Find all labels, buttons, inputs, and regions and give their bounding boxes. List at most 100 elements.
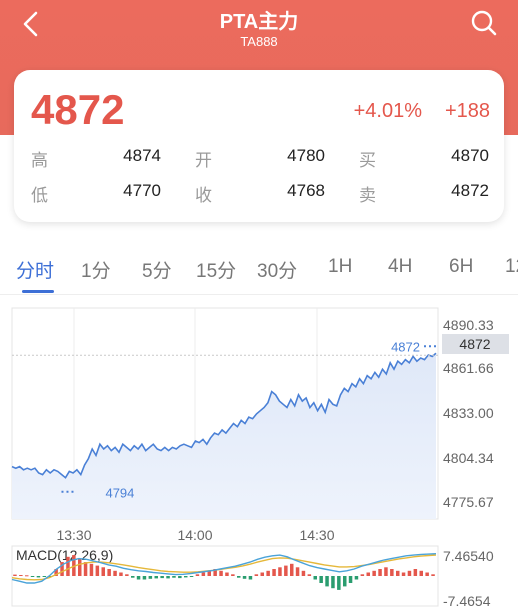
tab-5min[interactable]: 5分 [142,261,172,282]
macd-bar [343,576,347,587]
change-value: +188 [444,100,490,122]
quote-card: 4872 +4.01% +188 高 4874 开 4780 买 4870 低 … [14,70,504,222]
macd-bar [119,572,123,576]
macd-bar [72,555,76,576]
last-price: 4872 [31,86,125,133]
macd-bar [66,556,70,576]
macd-bar [25,575,29,577]
macd-bar [160,576,164,579]
macd-bar [295,567,300,576]
macd-bar [331,576,335,589]
x-tick-label-2: 14:00 [177,527,212,543]
macd-bar [301,570,306,576]
stat-label-close: 收 [195,186,212,205]
y-tick-label-3: 4833.00 [443,405,494,421]
low-marker-label: 4794 [105,486,134,501]
macd-bar [272,569,276,576]
macd-y-tick-top: 7.46540 [443,548,494,564]
price-area [12,353,436,519]
tab-12h[interactable]: 12 [505,256,518,277]
x-tick-label-3: 14:30 [299,527,334,543]
macd-bar [184,576,188,578]
macd-bar [19,575,23,576]
y-tick-label-1: 4890.33 [443,317,494,333]
stat-value-bid: 4870 [451,146,489,165]
macd-bar [30,576,35,577]
macd-bar [83,562,88,576]
macd-label: MACD(12,26,9) [16,547,113,563]
macd-bar [419,570,423,576]
tab-15min[interactable]: 15分 [196,261,237,282]
macd-bar [60,562,64,576]
macd-bar [195,574,200,576]
tab-1h[interactable]: 1H [328,256,353,277]
macd-bar [384,567,388,576]
macd-bar [101,567,105,576]
macd-bar [413,569,418,576]
macd-bar [325,576,329,587]
macd-bar [36,576,41,578]
stat-label-low: 低 [31,186,48,205]
macd-bar [42,576,47,577]
chevron-left-icon[interactable] [18,10,46,38]
y-tick-label-5: 4775.67 [443,494,494,510]
divider [0,294,518,295]
macd-bar [360,574,365,576]
contract-code: TA888 [240,34,278,49]
macd-bar [13,574,17,576]
macd-bar [372,570,376,576]
macd-bar [313,576,317,580]
y-tick-label-4: 4804.34 [443,450,494,466]
macd-bar [54,569,58,576]
stat-label-high: 高 [31,151,48,170]
macd-bar [231,574,235,576]
stat-label-bid: 买 [359,151,376,170]
page-title: PTA主力 [219,11,299,33]
tab-4h[interactable]: 4H [388,256,413,277]
macd-bar [225,572,229,576]
high-marker-label: 4872 [391,339,420,354]
macd-bar [78,558,82,576]
price-line [11,352,437,479]
macd-bar [237,576,241,578]
macd-bar [396,570,400,576]
macd-bar [95,565,100,576]
search-icon[interactable] [470,9,498,37]
macd-bar [154,576,158,579]
stat-value-high: 4874 [123,146,161,165]
period-tabs: 分时 1分 5分 15分 30分 1H 4H 6H 12 [0,248,518,294]
macd-bar [266,570,270,576]
macd-y-tick-bottom: -7.4654 [443,593,491,609]
macd-bar [337,576,341,590]
macd-bar [136,576,141,580]
macd-bar [348,576,353,583]
macd-dif-line [11,553,437,584]
macd-bar [131,576,135,578]
macd-bar [107,569,111,576]
macd-bar [278,567,282,576]
macd-bar [319,576,323,583]
macd-bar [219,570,223,576]
active-tab-indicator [22,290,54,293]
macd-bar [260,572,264,576]
macd-bar [213,569,217,576]
macd-bar [390,569,394,576]
stat-value-close: 4768 [287,181,325,200]
macd-bar [207,570,211,576]
tab-1min[interactable]: 1分 [81,261,111,282]
macd-bar [290,563,294,576]
stat-value-ask: 4872 [451,181,489,200]
macd-bar [166,576,170,579]
macd-bar [142,576,147,580]
macd-bar [401,572,406,576]
macd-bar [366,572,370,576]
y-tick-label-2: 4861.66 [443,360,494,376]
intraday-chart[interactable]: 4794 4872 4872 4890.33 4861.66 4833.00 48… [0,300,518,612]
x-tick-label-1: 13:30 [56,527,91,543]
tab-30min[interactable]: 30分 [257,261,298,282]
macd-bar [354,576,359,580]
tab-6h[interactable]: 6H [449,256,474,277]
stat-label-ask: 卖 [359,186,376,205]
last-price-tag-label: 4872 [459,336,490,352]
tab-intraday[interactable]: 分时 [16,261,55,282]
